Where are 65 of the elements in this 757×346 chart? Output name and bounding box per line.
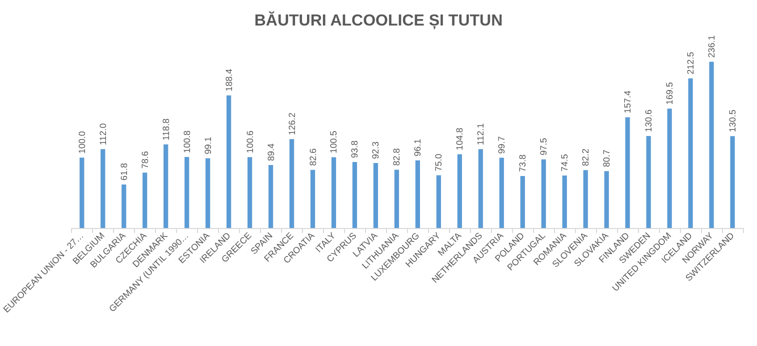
bar [604, 171, 609, 228]
bar [541, 159, 546, 228]
data-label: 188.4 [224, 68, 234, 92]
bar [142, 172, 148, 228]
data-label: 100.5 [328, 130, 339, 154]
bar [688, 78, 693, 228]
bar [478, 149, 483, 228]
data-label: 93.8 [350, 140, 360, 158]
data-label: 100.8 [182, 130, 192, 154]
data-label: 73.8 [518, 154, 528, 172]
data-label: 92.3 [370, 141, 381, 160]
data-label: 130.6 [644, 110, 654, 132]
bar [436, 175, 441, 228]
data-label: 75.0 [434, 154, 444, 172]
data-label: 78.6 [140, 151, 150, 169]
data-label: 112.0 [98, 123, 108, 146]
bar [247, 157, 252, 228]
bar [667, 108, 672, 228]
data-label: 100.6 [244, 130, 255, 154]
bar [646, 136, 651, 228]
bar [730, 136, 735, 228]
data-label: 74.5 [560, 154, 570, 172]
data-label: 96.1 [412, 138, 423, 156]
bar [164, 144, 168, 228]
data-label: 82.8 [392, 148, 402, 166]
data-label: 126.2 [286, 112, 297, 136]
data-label: 100.0 [76, 131, 87, 154]
bar [80, 158, 84, 228]
bar [331, 157, 336, 228]
bar [625, 117, 630, 228]
bar [352, 162, 358, 228]
bar [499, 158, 504, 228]
bar [100, 149, 106, 228]
bar [289, 139, 294, 228]
bar [415, 160, 420, 228]
data-label: 97.5 [538, 138, 549, 156]
data-label: 80.7 [602, 150, 612, 168]
data-label: 82.6 [308, 148, 318, 166]
bar [583, 170, 588, 228]
data-label: 99.1 [202, 136, 213, 154]
bar [373, 163, 378, 228]
data-label: 157.4 [622, 90, 633, 114]
data-label: 236.1 [706, 35, 717, 58]
bar [520, 176, 525, 228]
data-label: 104.8 [454, 128, 465, 150]
data-label: 130.5 [728, 110, 738, 132]
data-label: 82.2 [580, 148, 591, 166]
data-label: 89.4 [266, 144, 276, 162]
data-label: 112.1 [476, 123, 486, 146]
bar [457, 154, 462, 228]
bar [268, 165, 274, 228]
bar [184, 157, 190, 228]
bar [206, 158, 210, 228]
data-label: 212.5 [686, 52, 696, 74]
chart-title: BĂUTURI ALCOOLICE ȘI TUTUN [254, 10, 503, 30]
data-label: 61.8 [118, 162, 129, 180]
data-label: 99.7 [496, 136, 507, 154]
bar [394, 170, 400, 228]
bar [709, 62, 714, 228]
data-label: 169.5 [664, 82, 675, 105]
bar [226, 95, 232, 228]
bar [562, 176, 567, 228]
bar [122, 184, 126, 228]
data-label: 118.8 [160, 118, 171, 140]
bar [310, 170, 316, 228]
